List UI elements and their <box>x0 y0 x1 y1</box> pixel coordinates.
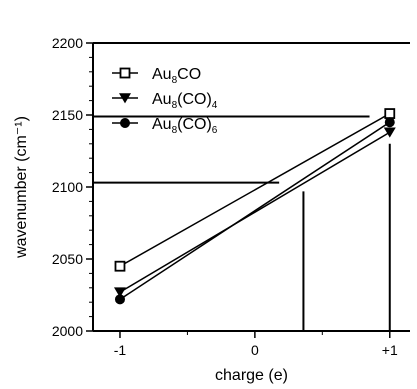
annotation-lines <box>93 115 391 331</box>
series-line <box>119 121 391 300</box>
data-point <box>114 260 126 272</box>
legend-marker <box>119 67 131 79</box>
data-point <box>384 108 396 119</box>
y-tick-label: 2150 <box>52 107 83 123</box>
axes <box>92 42 410 332</box>
data-point <box>114 294 125 305</box>
legend-entry: Au8(CO)6 <box>152 116 218 136</box>
legend-marker <box>120 118 130 128</box>
legend-entry: Au8(CO)4 <box>152 91 218 111</box>
x-axis-title: charge (e) <box>215 367 288 384</box>
series-lines <box>119 112 391 300</box>
y-tick-label: 2000 <box>52 323 83 339</box>
data-point <box>384 117 395 128</box>
ticks: 2000 2050 2100 2150 2200 -1 0 +1 <box>52 35 398 358</box>
legend-marker <box>119 93 131 104</box>
legend: Au8CO Au8(CO)4 Au8(CO)6 <box>112 66 218 136</box>
y-tick-label: 2050 <box>52 251 83 267</box>
data-point <box>383 127 396 138</box>
x-tick-label: +1 <box>382 342 398 358</box>
plot-area <box>93 43 410 331</box>
legend-entry: Au8CO <box>152 66 201 86</box>
y-tick-label: 2100 <box>52 179 83 195</box>
series-line <box>119 112 391 267</box>
x-tick-label: 0 <box>251 342 259 358</box>
series-markers <box>113 108 396 305</box>
y-axis-title: wavenumber (cm⁻¹) <box>13 116 30 259</box>
y-tick-label: 2200 <box>52 35 83 51</box>
data-point <box>113 287 126 298</box>
x-tick-label: -1 <box>114 342 127 358</box>
series-line <box>119 131 391 293</box>
